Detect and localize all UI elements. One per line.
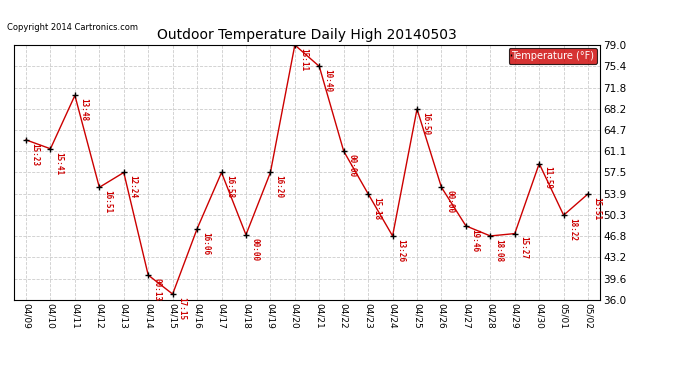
Text: 15:11: 15:11 (299, 48, 308, 71)
Text: 16:20: 16:20 (275, 175, 284, 198)
Text: 16:51: 16:51 (104, 190, 112, 213)
Text: 13:48: 13:48 (79, 98, 88, 121)
Text: 15:27: 15:27 (519, 236, 528, 260)
Text: Copyright 2014 Cartronics.com: Copyright 2014 Cartronics.com (7, 22, 138, 32)
Text: 15:23: 15:23 (30, 142, 39, 166)
Text: 15:41: 15:41 (55, 152, 63, 175)
Text: 15:51: 15:51 (592, 196, 601, 220)
Text: 18:22: 18:22 (568, 218, 577, 241)
Text: 00:00: 00:00 (446, 190, 455, 213)
Text: 17:15: 17:15 (177, 297, 186, 320)
Text: 12:24: 12:24 (128, 175, 137, 198)
Text: 16:06: 16:06 (201, 232, 210, 255)
Text: 10:40: 10:40 (324, 69, 333, 92)
Text: 19:46: 19:46 (470, 229, 479, 252)
Text: 15:18: 15:18 (373, 196, 382, 220)
Text: 16:58: 16:58 (226, 175, 235, 198)
Text: 00:00: 00:00 (348, 154, 357, 177)
Text: 18:08: 18:08 (495, 239, 504, 262)
Title: Outdoor Temperature Daily High 20140503: Outdoor Temperature Daily High 20140503 (157, 28, 457, 42)
Text: 13:26: 13:26 (397, 239, 406, 262)
Text: 00:00: 00:00 (250, 237, 259, 261)
Text: 16:50: 16:50 (421, 112, 430, 135)
Text: 00:13: 00:13 (152, 278, 161, 301)
Text: 11:59: 11:59 (543, 166, 553, 189)
Legend: Temperature (°F): Temperature (°F) (509, 48, 598, 64)
